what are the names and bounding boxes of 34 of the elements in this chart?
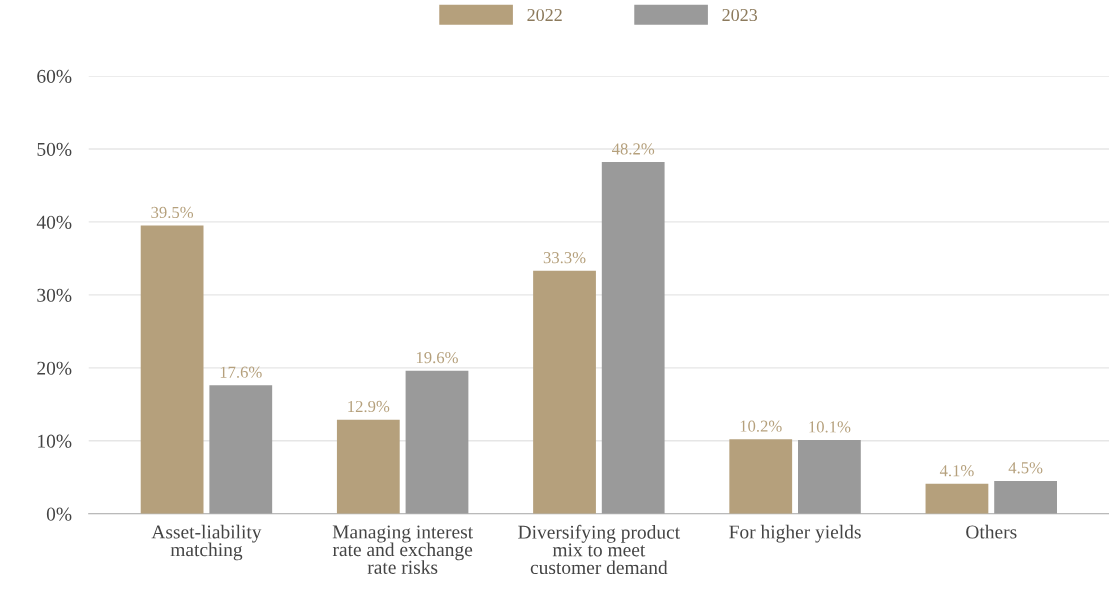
y-tick-label: 0%	[46, 507, 72, 521]
data-label: 19.6%	[416, 351, 458, 364]
bar	[336, 419, 400, 514]
data-label: 17.6%	[220, 366, 262, 378]
bar	[925, 483, 989, 514]
x-tick-label: Diversifying product mix to meet customer demand	[518, 524, 681, 575]
y-tick-label: 30%	[37, 288, 72, 302]
data-label: 4.5%	[1008, 462, 1043, 474]
bar	[601, 162, 665, 514]
bar	[533, 270, 596, 514]
bar	[140, 225, 204, 514]
y-tick-label: 60%	[37, 69, 72, 83]
x-tick-label: Asset-liability matching	[151, 524, 262, 561]
bar	[405, 370, 469, 514]
data-label: 4.1%	[939, 465, 974, 477]
data-label: 39.5%	[151, 206, 194, 219]
legend-label: 2022	[527, 8, 562, 22]
x-tick-label: Others	[966, 524, 1017, 539]
legend-label: 2023	[722, 8, 758, 22]
x-tick-label: For higher yields	[729, 524, 861, 543]
y-tick-label: 50%	[37, 142, 72, 156]
data-label: 33.3%	[543, 252, 586, 264]
bar	[209, 385, 273, 514]
data-label: 10.1%	[809, 421, 851, 433]
y-tick-label: 20%	[37, 361, 72, 375]
data-label: 48.2%	[612, 143, 655, 155]
y-tick-label: 40%	[36, 215, 72, 229]
data-label: 12.9%	[348, 400, 390, 413]
x-tick-label: Managing interest rate and exchange rate risks	[332, 525, 473, 574]
bar	[729, 439, 793, 514]
bar	[994, 480, 1057, 514]
y-tick-label: 10%	[38, 434, 72, 448]
data-label: 10.2%	[740, 420, 782, 432]
bar	[798, 440, 861, 514]
